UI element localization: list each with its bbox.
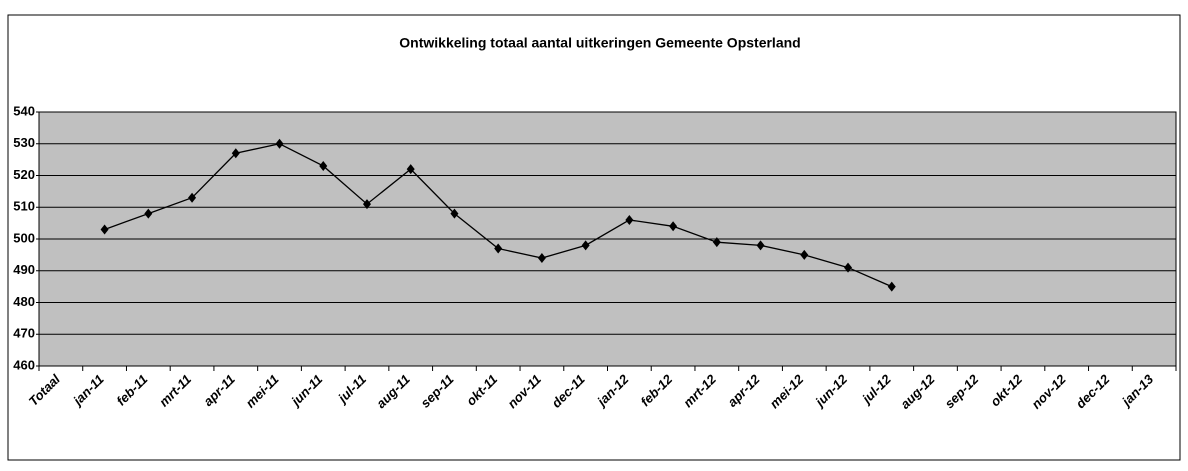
y-tick-label: 490 (13, 262, 35, 277)
point (581, 240, 590, 251)
y-tick-label: 530 (13, 135, 35, 150)
point (275, 138, 284, 149)
point (669, 221, 678, 232)
y-tick-label: 460 (13, 357, 35, 372)
point (625, 214, 634, 225)
point (887, 281, 896, 292)
point (756, 240, 765, 251)
point (712, 237, 721, 248)
point (100, 224, 109, 235)
point (231, 148, 240, 159)
y-tick-label: 520 (13, 167, 35, 182)
point (844, 262, 853, 273)
point (537, 253, 546, 264)
chart-title: Ontwikkeling totaal aantal uitkeringen G… (399, 35, 800, 51)
point (144, 208, 153, 219)
point (406, 164, 415, 175)
y-tick-label: 480 (13, 294, 35, 309)
y-tick-label: 540 (13, 103, 35, 118)
point (188, 192, 197, 203)
point (450, 208, 459, 219)
y-tick-label: 510 (13, 199, 35, 214)
point (362, 199, 371, 210)
point (494, 243, 503, 254)
point (800, 249, 809, 260)
point (319, 160, 328, 171)
y-tick-label: 470 (13, 326, 35, 341)
y-tick-label: 500 (13, 230, 35, 245)
